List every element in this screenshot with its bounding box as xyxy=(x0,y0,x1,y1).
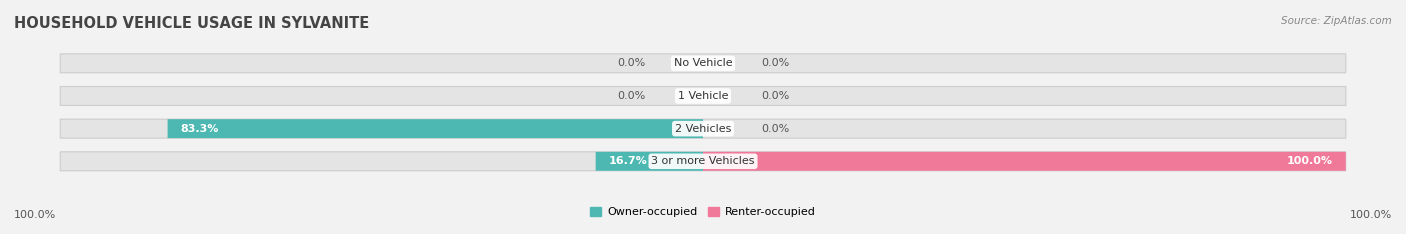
Text: 0.0%: 0.0% xyxy=(761,124,789,134)
FancyBboxPatch shape xyxy=(60,119,1346,138)
FancyBboxPatch shape xyxy=(596,152,703,171)
Text: No Vehicle: No Vehicle xyxy=(673,58,733,68)
Text: Source: ZipAtlas.com: Source: ZipAtlas.com xyxy=(1281,16,1392,26)
Legend: Owner-occupied, Renter-occupied: Owner-occupied, Renter-occupied xyxy=(586,203,820,222)
Text: 0.0%: 0.0% xyxy=(761,58,789,68)
Text: 2 Vehicles: 2 Vehicles xyxy=(675,124,731,134)
Text: 0.0%: 0.0% xyxy=(617,91,645,101)
Text: 100.0%: 100.0% xyxy=(1350,210,1392,220)
Text: 100.0%: 100.0% xyxy=(1286,156,1333,166)
Text: HOUSEHOLD VEHICLE USAGE IN SYLVANITE: HOUSEHOLD VEHICLE USAGE IN SYLVANITE xyxy=(14,16,370,31)
FancyBboxPatch shape xyxy=(703,152,1346,171)
Text: 100.0%: 100.0% xyxy=(14,210,56,220)
Text: 0.0%: 0.0% xyxy=(761,91,789,101)
FancyBboxPatch shape xyxy=(167,119,703,138)
FancyBboxPatch shape xyxy=(60,87,1346,106)
FancyBboxPatch shape xyxy=(60,152,1346,171)
FancyBboxPatch shape xyxy=(60,54,1346,73)
Text: 16.7%: 16.7% xyxy=(609,156,647,166)
Text: 83.3%: 83.3% xyxy=(180,124,219,134)
Text: 1 Vehicle: 1 Vehicle xyxy=(678,91,728,101)
Text: 0.0%: 0.0% xyxy=(617,58,645,68)
Text: 3 or more Vehicles: 3 or more Vehicles xyxy=(651,156,755,166)
